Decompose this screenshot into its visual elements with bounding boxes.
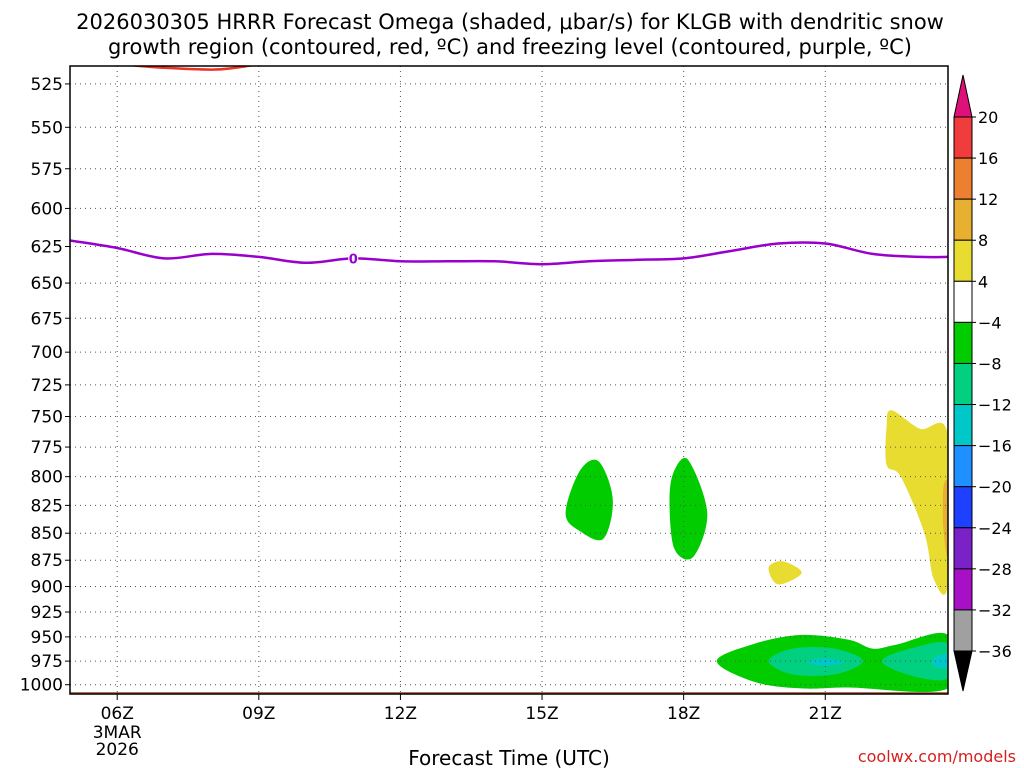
colorbar-segment	[953, 116, 973, 159]
y-tick-label: 750	[31, 407, 63, 427]
omega-region-upward-motion	[669, 457, 708, 560]
dgz-contour-line	[124, 66, 256, 71]
chart-title-line1: 2026030305 HRRR Forecast Omega (shaded, …	[76, 10, 944, 34]
chart-title-line2: growth region (contoured, red, ºC) and f…	[108, 35, 912, 59]
y-tick-label: 800	[31, 468, 63, 488]
omega-region-upward-motion	[806, 658, 845, 666]
colorbar-label: −4	[978, 313, 1002, 332]
omega-region-downward-motion	[885, 410, 948, 595]
colorbar-label: 12	[978, 190, 998, 209]
y-tick-label: 650	[31, 274, 63, 294]
y-axis: 525 550 575 600 625 650 675 700 725 750 775 800 825 8…	[20, 75, 70, 696]
colorbar-label: −36	[978, 642, 1012, 661]
y-tick-label: 950	[31, 628, 63, 648]
y-tick-label: 525	[31, 75, 63, 95]
colorbar: 20 16 12 8 4 −4 −8 −12 −16 −20 −24 −28 −32 −36	[953, 74, 1012, 692]
y-tick-label: 975	[31, 652, 63, 672]
x-tick-year: 2026	[96, 740, 139, 760]
plot-frame	[69, 65, 949, 695]
x-tick-label: 18Z	[667, 704, 700, 724]
x-axis-label: Forecast Time (UTC)	[408, 746, 610, 768]
y-tick-label: 775	[31, 438, 63, 458]
x-tick-label: 15Z	[525, 704, 558, 724]
colorbar-segment	[953, 568, 973, 611]
ground-strip	[70, 692, 948, 694]
x-tick-label: 09Z	[242, 704, 275, 724]
y-tick-label: 900	[31, 577, 63, 597]
freezing-level-label: 0	[349, 252, 358, 267]
y-tick-label: 825	[31, 496, 63, 516]
colorbar-label: 4	[978, 272, 988, 291]
colorbar-label: −24	[978, 519, 1012, 538]
colorbar-segment	[953, 527, 973, 570]
x-tick-label: 21Z	[809, 704, 842, 724]
x-tick-date: 3MAR	[93, 723, 142, 743]
freezing-level-label-bg	[348, 251, 359, 266]
colorbar-segment	[953, 239, 973, 282]
colorbar-segment	[953, 362, 973, 406]
plot-content: 0	[70, 66, 948, 694]
omega-region-upward-motion	[881, 641, 948, 681]
omega-region-downward-motion	[942, 479, 948, 559]
y-tick-label: 700	[31, 343, 63, 363]
colorbar-segment	[953, 198, 973, 241]
colorbar-label: −16	[978, 437, 1012, 456]
colorbar-bottom-arrow	[953, 650, 973, 692]
y-tick-label: 850	[31, 524, 63, 544]
x-tick-label: 06Z	[101, 704, 134, 724]
colorbar-label: 8	[978, 231, 988, 250]
plot-area: 0	[69, 65, 949, 695]
omega-region-downward-motion	[768, 561, 802, 585]
x-tick-label: 12Z	[384, 704, 417, 724]
plot-background	[70, 66, 948, 694]
colorbar-label: −12	[978, 396, 1012, 415]
colorbar-label: −8	[978, 354, 1002, 373]
watermark: coolwx.com/models	[858, 747, 1016, 766]
omega-region-upward-motion	[565, 459, 613, 541]
y-tick-label: 675	[31, 309, 63, 329]
y-tick-label: 925	[31, 603, 63, 623]
y-tick-label: 875	[31, 551, 63, 571]
colorbar-label: −28	[978, 560, 1012, 579]
y-tick-label: 725	[31, 376, 63, 396]
colorbar-label: 16	[978, 149, 998, 168]
colorbar-segment	[953, 157, 973, 200]
colorbar-segment	[953, 280, 973, 323]
colorbar-segment	[953, 404, 973, 447]
colorbar-segment	[953, 321, 973, 364]
colorbar-top-arrow	[953, 74, 973, 118]
colorbar-segment	[953, 486, 973, 529]
freezing-level-line	[70, 239, 948, 266]
y-tick-label: 550	[31, 118, 63, 138]
colorbar-segment	[953, 609, 973, 652]
colorbar-segment	[953, 445, 973, 488]
colorbar-label: 20	[978, 108, 998, 127]
y-tick-label: 1000	[20, 676, 63, 696]
y-tick-label: 600	[31, 199, 63, 219]
y-tick-label: 575	[31, 160, 63, 180]
y-tick-label: 625	[31, 237, 63, 257]
colorbar-label: −20	[978, 478, 1012, 497]
colorbar-label: −32	[978, 601, 1012, 620]
